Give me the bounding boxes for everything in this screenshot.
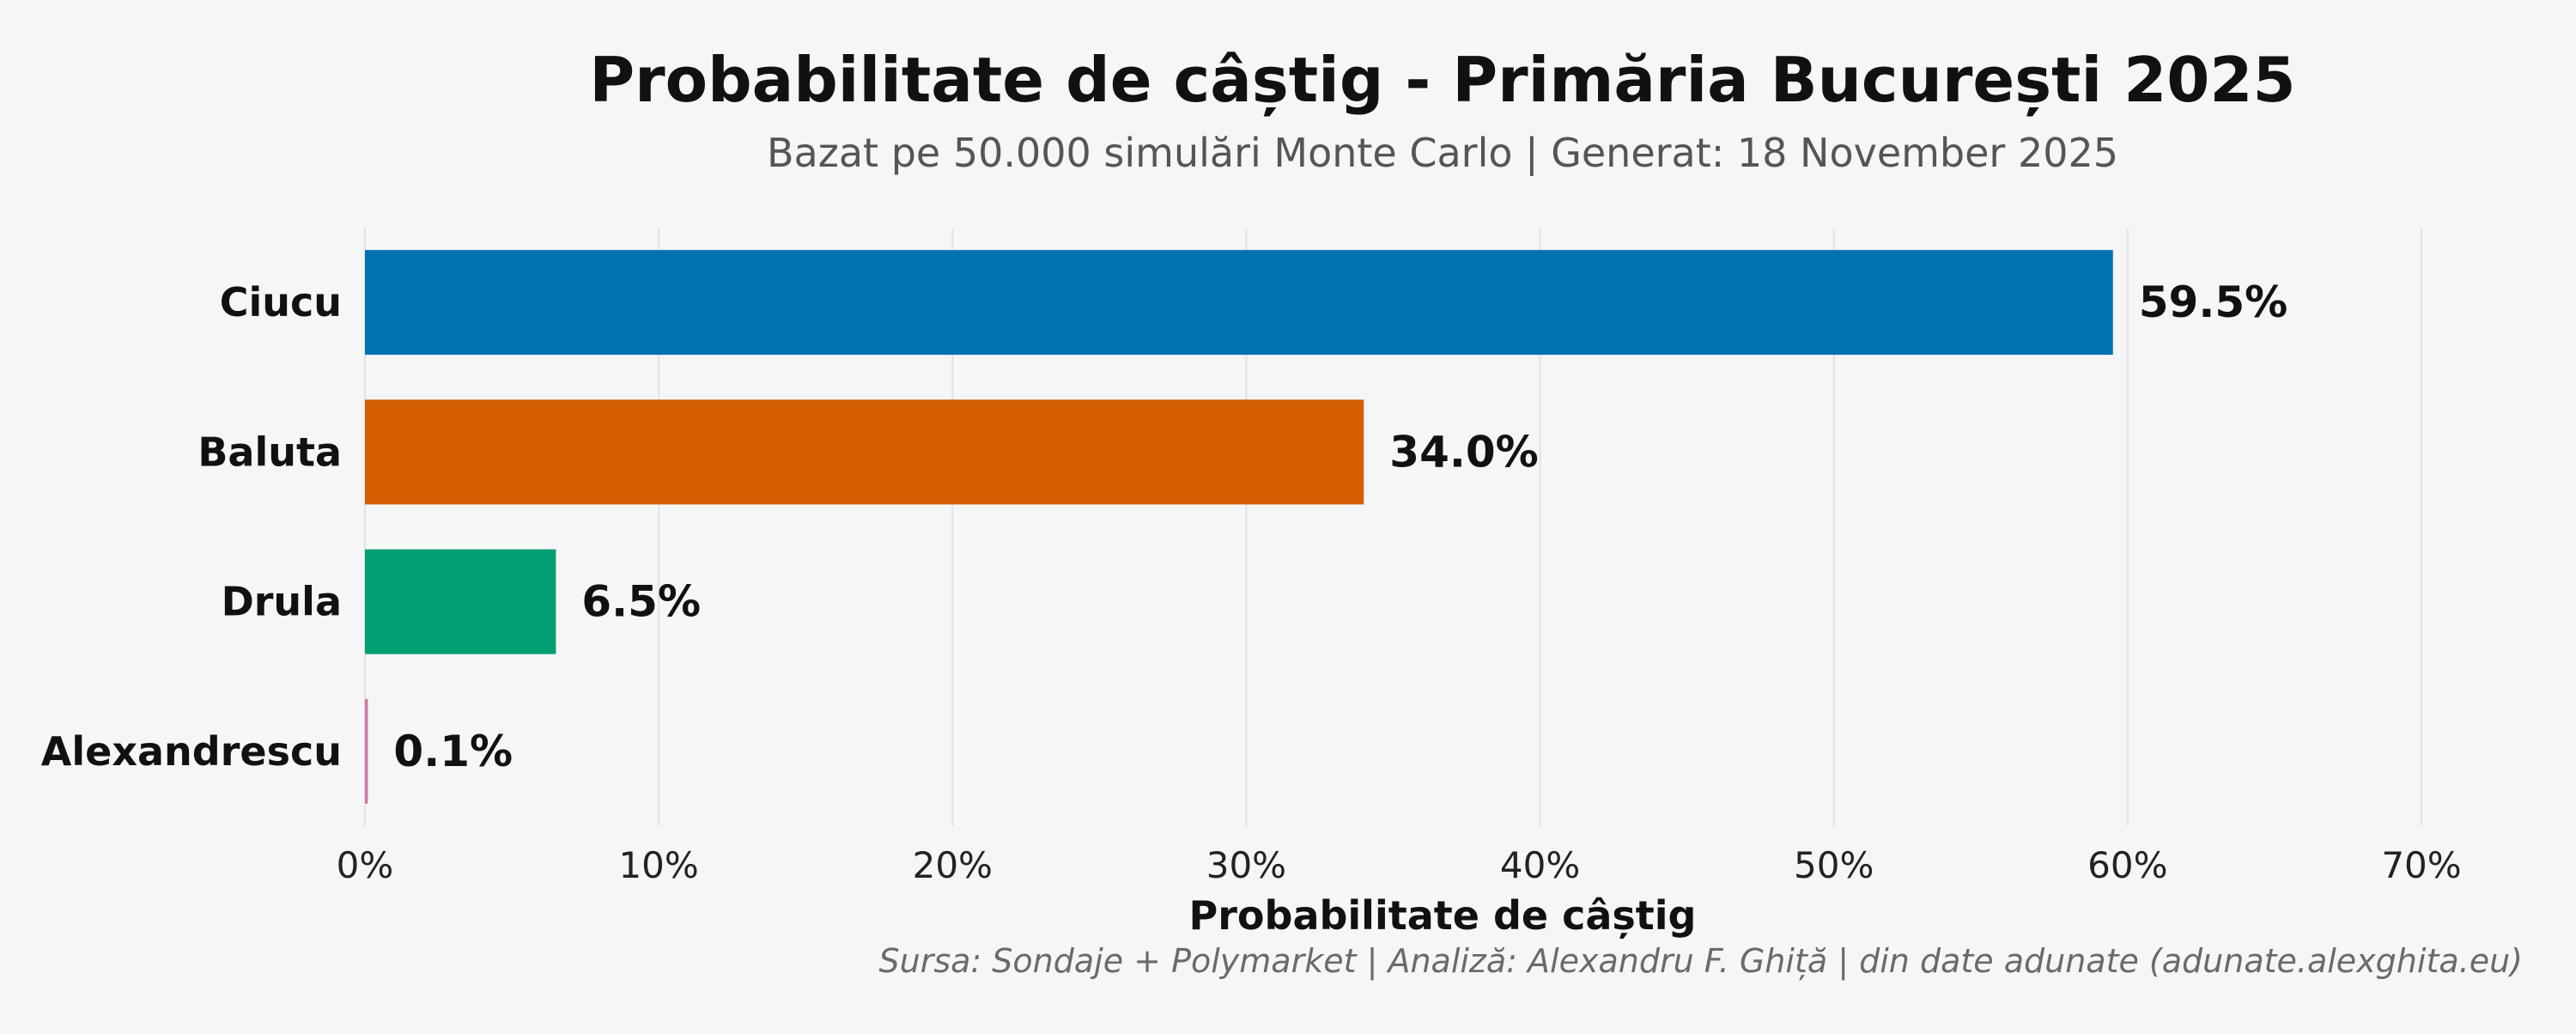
value-label: 59.5% — [2139, 277, 2287, 327]
x-tick-label: 30% — [1206, 844, 1286, 886]
x-tick-label: 0% — [337, 844, 394, 886]
value-label: 6.5% — [581, 577, 701, 627]
chart-subtitle: Bazat pe 50.000 simulări Monte Carlo | G… — [767, 130, 2118, 177]
chart-title: Probabilitate de câștig - Primăria Bucur… — [589, 44, 2295, 116]
bar-alexandrescu — [365, 698, 368, 804]
bar-baluta — [365, 399, 1364, 505]
x-tick-label: 70% — [2381, 844, 2461, 886]
x-tick-label: 20% — [913, 844, 993, 886]
labels: 0% 10% 20% 30% 40% 50% 60% 70% Ciucu 59.5% Baluta 3… — [41, 277, 2462, 886]
value-label: 34.0% — [1389, 427, 1538, 477]
bars — [365, 250, 2113, 804]
x-tick-label: 40% — [1500, 844, 1580, 886]
x-axis-title: Probabilitate de câștig — [1189, 892, 1697, 939]
chart-caption: Sursa: Sondaje + Polymarket | Analiză: A… — [878, 942, 2523, 981]
bar-drula — [365, 549, 556, 654]
x-tick-label: 10% — [618, 844, 698, 886]
x-tick-label: 60% — [2087, 844, 2167, 886]
x-tick-label: 50% — [1794, 844, 1874, 886]
category-label: Drula — [222, 579, 342, 625]
value-label: 0.1% — [393, 727, 513, 776]
category-label: Baluta — [197, 429, 342, 475]
category-label: Alexandrescu — [41, 728, 342, 775]
category-label: Ciucu — [220, 279, 342, 325]
bar-ciucu — [365, 250, 2113, 356]
